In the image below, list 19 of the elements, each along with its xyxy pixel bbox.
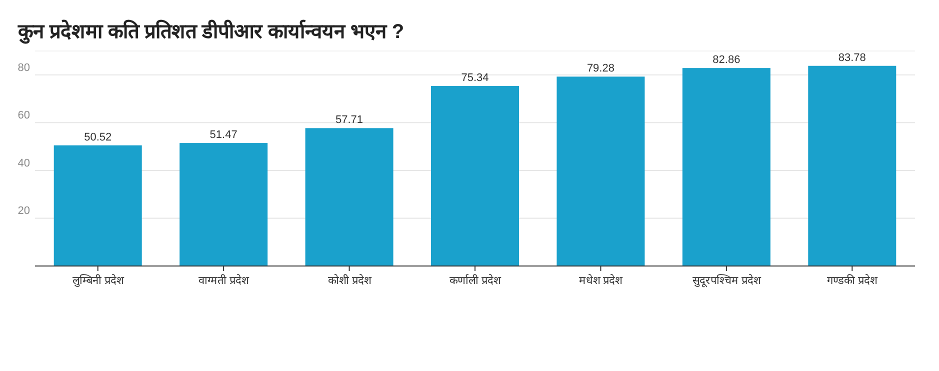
- y-tick-label: 60: [18, 110, 30, 122]
- y-tick-label: 20: [18, 205, 30, 218]
- x-tick-label: कोशी प्रदेश: [328, 274, 372, 287]
- x-tick-label: लुम्बिनी प्रदेश: [72, 274, 124, 287]
- data-label: 82.86: [712, 54, 740, 66]
- data-label: 50.52: [84, 131, 112, 144]
- chart-title: कुन प्रदेशमा कति प्रतिशत डीपीआर कार्यान्वयन भएन ?: [17, 19, 404, 44]
- x-tick-label: मधेश प्रदेश: [579, 274, 624, 287]
- data-label: 75.34: [461, 72, 489, 84]
- data-label: 51.47: [210, 129, 238, 142]
- y-tick-label: 80: [18, 62, 30, 74]
- x-tick-label: कर्णाली प्रदेश: [449, 274, 502, 287]
- data-label: 83.78: [838, 52, 866, 64]
- x-tick-label: सुदूरपश्चिम प्रदेश: [692, 274, 762, 288]
- data-label: 57.71: [336, 114, 364, 126]
- data-label: 79.28: [586, 62, 614, 75]
- y-tick-label: 40: [18, 157, 30, 170]
- x-tick-label: वाग्मती प्रदेश: [198, 274, 250, 287]
- x-tick-label: गण्डकी प्रदेश: [827, 274, 878, 287]
